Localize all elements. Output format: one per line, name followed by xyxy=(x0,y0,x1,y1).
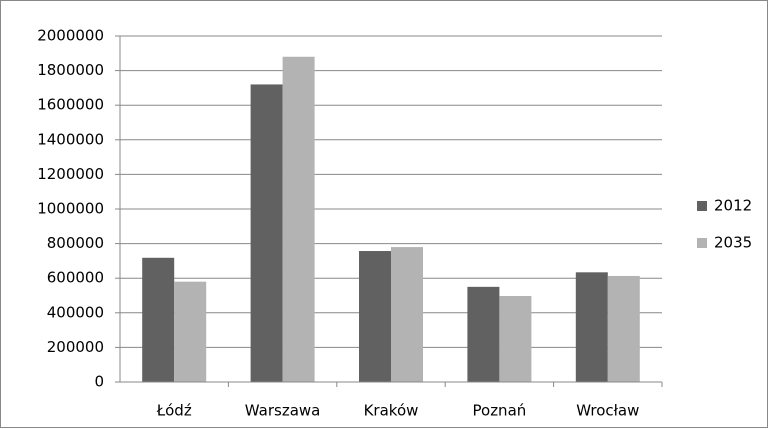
bar xyxy=(467,286,500,382)
bar xyxy=(391,247,423,382)
y-tick-label: 0 xyxy=(94,373,104,391)
y-tick-label: 1000000 xyxy=(37,200,104,218)
x-tick-label: Wrocław xyxy=(576,402,639,420)
bar xyxy=(250,84,283,382)
y-tick-label: 1600000 xyxy=(37,96,104,114)
y-tick-label: 1400000 xyxy=(37,130,104,148)
bar xyxy=(607,275,640,382)
bar xyxy=(575,272,608,382)
bar xyxy=(359,251,391,382)
bar xyxy=(282,56,315,382)
x-tick-label: Kraków xyxy=(364,402,419,420)
x-tick-label: Łódź xyxy=(156,402,192,420)
y-tick-label: 200000 xyxy=(47,338,104,356)
bar xyxy=(499,296,532,382)
legend-swatch xyxy=(697,201,707,211)
x-tick-label: Poznań xyxy=(473,402,527,420)
y-tick-label: 400000 xyxy=(47,303,104,321)
y-tick-label: 1800000 xyxy=(37,61,104,79)
y-tick-label: 600000 xyxy=(47,269,104,287)
x-tick-label: Warszawa xyxy=(245,402,321,420)
legend-label: 2035 xyxy=(714,234,752,252)
y-tick-label: 2000000 xyxy=(37,27,104,45)
y-tick-label: 800000 xyxy=(47,234,104,252)
legend-label: 2012 xyxy=(714,197,752,215)
bar xyxy=(174,281,207,382)
bar xyxy=(142,257,175,382)
legend-swatch xyxy=(697,238,707,248)
y-tick-label: 1200000 xyxy=(37,165,104,183)
